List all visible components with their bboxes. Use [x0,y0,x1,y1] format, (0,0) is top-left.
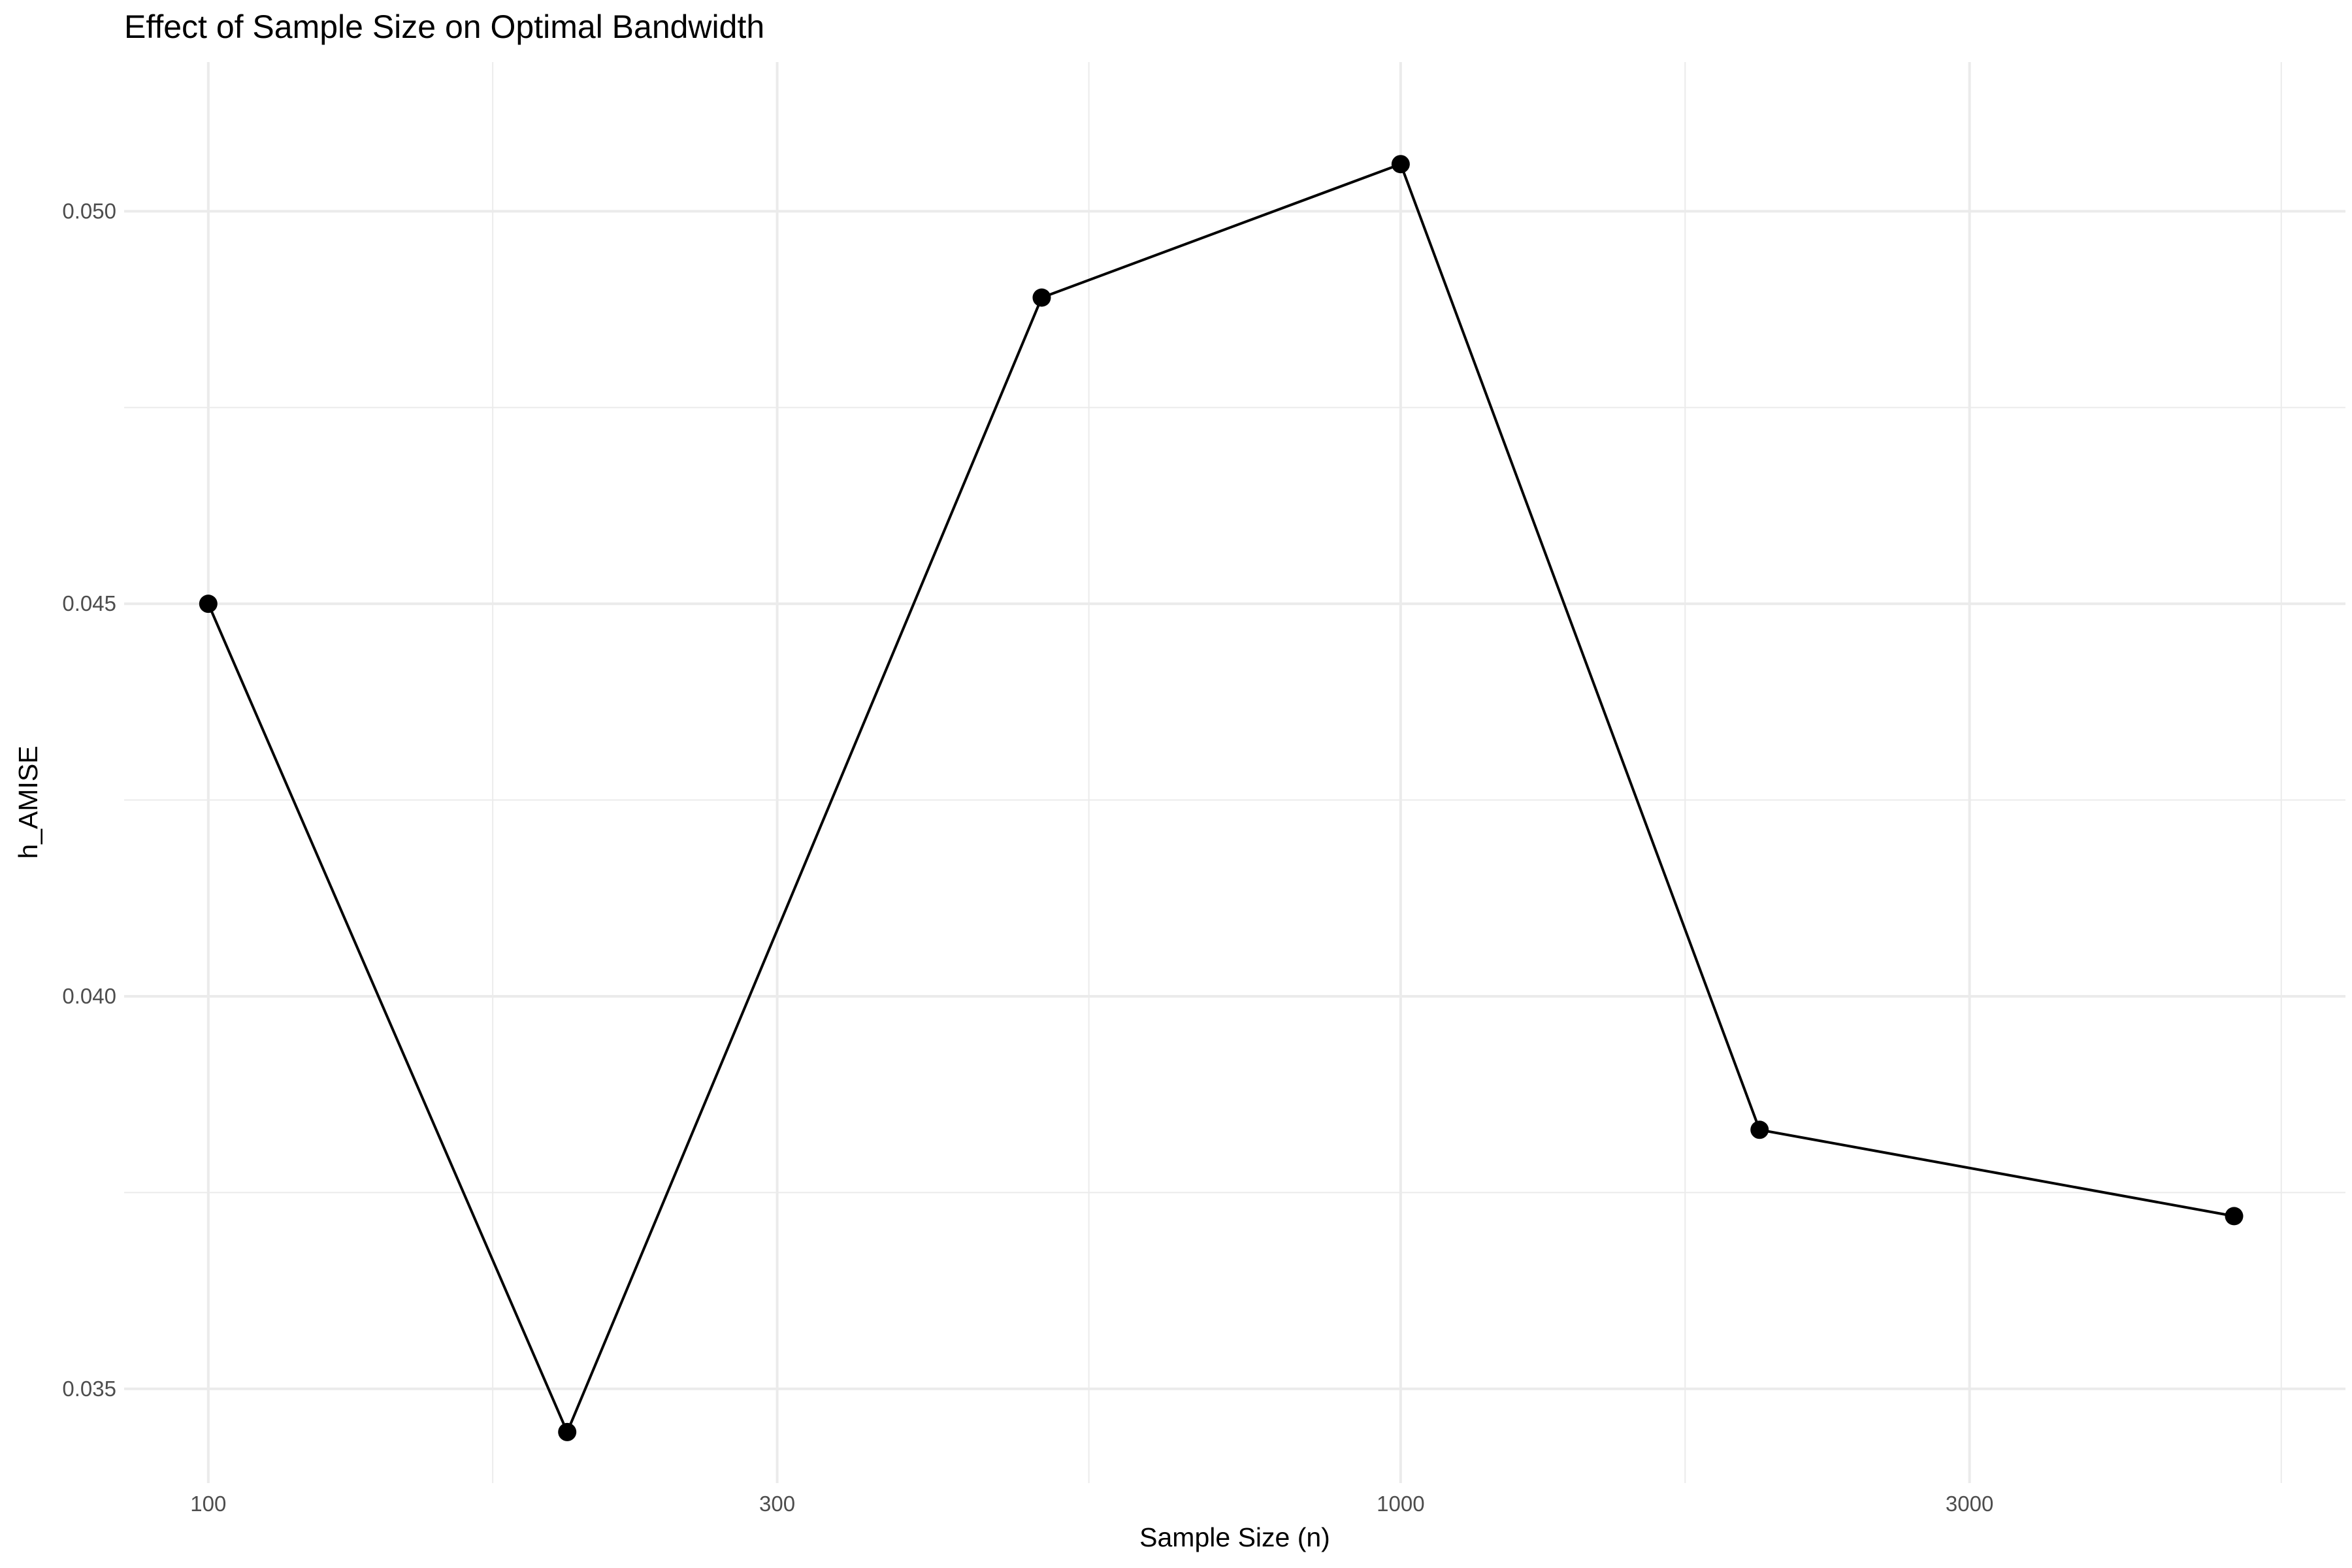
data-point [1391,155,1410,174]
x-tick-label: 100 [190,1492,226,1516]
y-axis-ticks: 0.035 0.040 0.045 0.050 [62,199,116,1400]
x-axis-ticks: 100 300 1000 3000 [190,1492,1993,1516]
x-tick-label: 1000 [1377,1492,1424,1516]
y-axis-title: h_AMISE [13,745,43,858]
grid-minor [124,62,2345,1483]
y-tick-label: 0.045 [62,591,116,615]
series-line [206,163,2234,1433]
y-tick-label: 0.040 [62,984,116,1008]
grid-major [124,62,2345,1483]
chart-title: Effect of Sample Size on Optimal Bandwid… [124,8,764,45]
data-point [2225,1207,2244,1226]
x-axis-title: Sample Size (n) [1139,1522,1330,1552]
data-point [1750,1120,1769,1139]
x-tick-label: 300 [759,1492,795,1516]
data-point [199,595,218,613]
x-tick-label: 3000 [1946,1492,1993,1516]
y-tick-label: 0.050 [62,199,116,223]
data-point [558,1422,577,1441]
data-point [1032,288,1051,307]
y-tick-label: 0.035 [62,1377,116,1401]
series-layer [199,155,2244,1441]
